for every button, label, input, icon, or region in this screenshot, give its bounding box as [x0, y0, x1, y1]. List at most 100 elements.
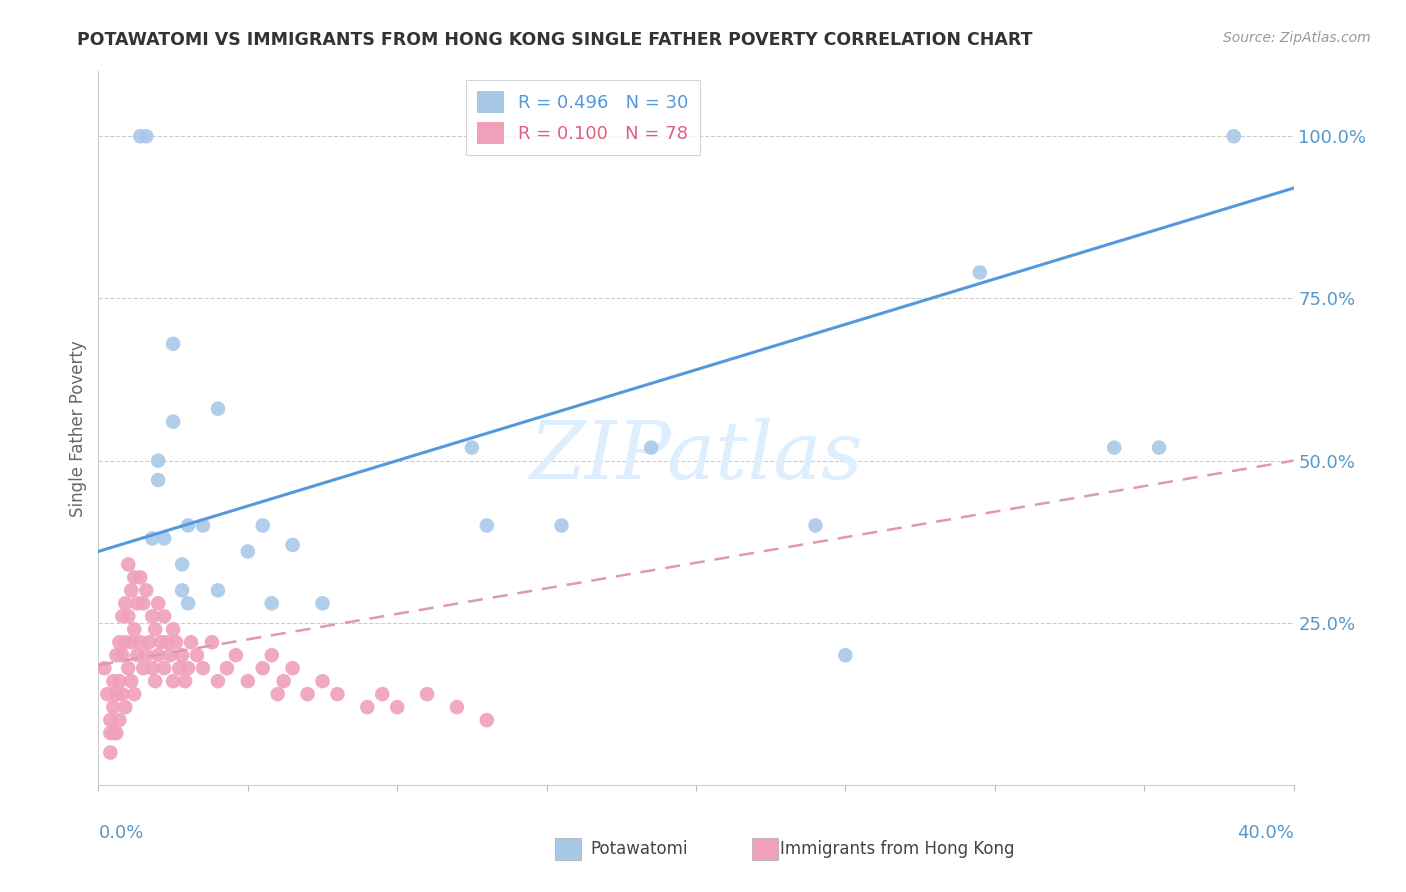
Point — [141, 609, 163, 624]
Point — [225, 648, 247, 663]
Point — [108, 674, 131, 689]
Point — [103, 674, 125, 689]
Point — [148, 453, 170, 467]
Point — [461, 441, 484, 455]
Point — [804, 518, 827, 533]
Point — [156, 635, 179, 649]
Point — [172, 583, 194, 598]
Point — [135, 648, 157, 663]
Point — [124, 622, 146, 636]
Point — [311, 674, 333, 689]
Point — [446, 700, 468, 714]
Point — [969, 265, 991, 279]
Point — [120, 583, 142, 598]
Point — [98, 713, 122, 727]
Point — [103, 700, 125, 714]
Point — [172, 648, 194, 663]
Point — [371, 687, 394, 701]
Point — [114, 596, 136, 610]
Point — [105, 726, 128, 740]
Point — [148, 648, 170, 663]
Point — [356, 700, 378, 714]
Point — [174, 674, 197, 689]
Point — [143, 622, 166, 636]
Point — [127, 596, 149, 610]
Point — [177, 596, 200, 610]
Point — [148, 473, 170, 487]
Point — [138, 635, 160, 649]
Point — [177, 661, 200, 675]
Point — [132, 661, 155, 675]
Point — [201, 635, 224, 649]
Point — [105, 648, 128, 663]
Point — [186, 648, 208, 663]
Point — [117, 609, 139, 624]
Point — [207, 583, 229, 598]
Point — [124, 570, 146, 584]
Point — [260, 596, 283, 610]
Point — [143, 674, 166, 689]
Point — [162, 622, 184, 636]
Point — [177, 518, 200, 533]
Point — [159, 648, 181, 663]
Point — [141, 661, 163, 675]
Point — [297, 687, 319, 701]
Text: Source: ZipAtlas.com: Source: ZipAtlas.com — [1223, 31, 1371, 45]
Point — [150, 635, 173, 649]
Point — [1223, 129, 1246, 144]
Point — [124, 687, 146, 701]
Point — [236, 544, 259, 558]
Point — [311, 596, 333, 610]
Text: Immigrants from Hong Kong: Immigrants from Hong Kong — [780, 840, 1015, 858]
Point — [111, 609, 134, 624]
Point — [93, 661, 115, 675]
Point — [416, 687, 439, 701]
Point — [103, 726, 125, 740]
Point — [114, 635, 136, 649]
Text: Potawatomi: Potawatomi — [591, 840, 688, 858]
Point — [96, 687, 118, 701]
Point — [135, 583, 157, 598]
Point — [207, 674, 229, 689]
Point — [1147, 441, 1170, 455]
Point — [117, 661, 139, 675]
Point — [273, 674, 295, 689]
Point — [111, 648, 134, 663]
Point — [98, 746, 122, 760]
Point — [108, 635, 131, 649]
Point — [260, 648, 283, 663]
Point — [162, 336, 184, 351]
Point — [165, 635, 187, 649]
Point — [98, 726, 122, 740]
Point — [129, 570, 152, 584]
Point — [191, 518, 214, 533]
Point — [120, 635, 142, 649]
Point — [111, 687, 134, 701]
Point — [114, 700, 136, 714]
Point — [129, 635, 152, 649]
Point — [267, 687, 290, 701]
Point — [167, 661, 190, 675]
Point — [153, 661, 176, 675]
Point — [191, 661, 214, 675]
Point — [162, 674, 184, 689]
Point — [129, 129, 152, 144]
Point — [135, 129, 157, 144]
Point — [172, 558, 194, 572]
Point — [153, 609, 176, 624]
Point — [162, 415, 184, 429]
Point — [215, 661, 238, 675]
Point — [475, 713, 498, 727]
Point — [834, 648, 856, 663]
Point — [207, 401, 229, 416]
Text: 0.0%: 0.0% — [98, 824, 143, 842]
Point — [141, 532, 163, 546]
Text: 40.0%: 40.0% — [1237, 824, 1294, 842]
Text: POTAWATOMI VS IMMIGRANTS FROM HONG KONG SINGLE FATHER POVERTY CORRELATION CHART: POTAWATOMI VS IMMIGRANTS FROM HONG KONG … — [77, 31, 1033, 49]
Point — [105, 687, 128, 701]
Point — [236, 674, 259, 689]
Point — [127, 648, 149, 663]
Point — [252, 661, 274, 675]
Point — [640, 441, 662, 455]
Point — [1104, 441, 1126, 455]
